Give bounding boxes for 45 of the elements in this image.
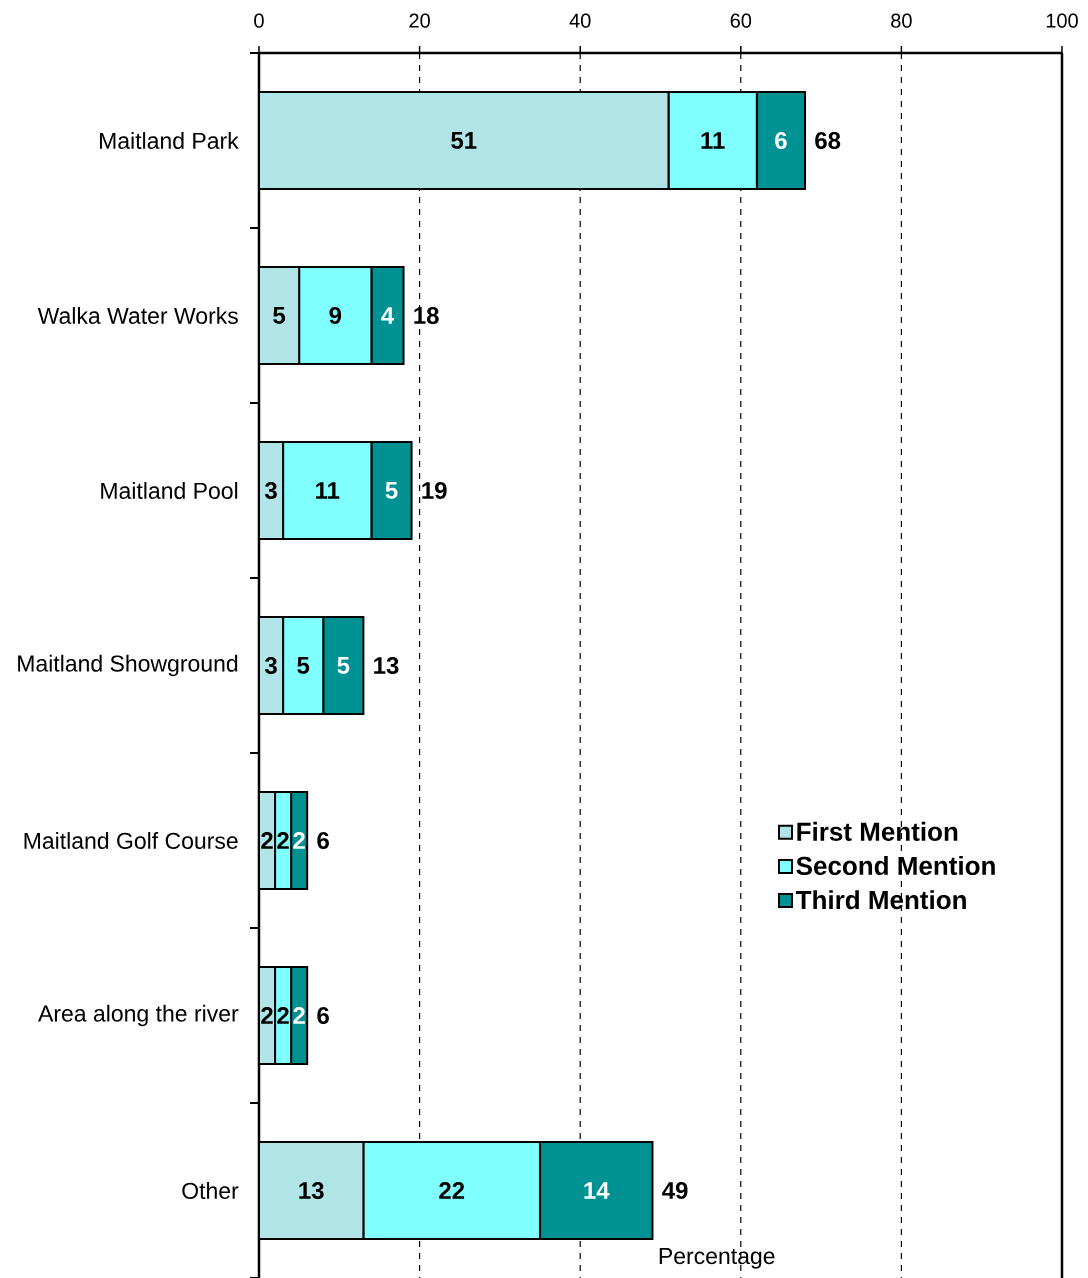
x-tick-label: 0 bbox=[254, 13, 264, 28]
y-tick-label: Maitland Golf Course bbox=[24, 832, 238, 849]
y-tick-label: Area along the river bbox=[38, 1004, 239, 1027]
data-label: 2 bbox=[261, 1007, 273, 1024]
data-label: 3 bbox=[264, 656, 277, 675]
data-label: 2 bbox=[277, 832, 289, 849]
x-tick-label: 100 bbox=[1046, 13, 1078, 28]
data-label: 4 bbox=[381, 307, 395, 324]
total-label: 68 bbox=[815, 131, 841, 149]
legend-label: Third Mention bbox=[795, 890, 966, 910]
x-tick-label: 40 bbox=[569, 13, 591, 28]
x-tick-label: 80 bbox=[891, 13, 912, 28]
data-label: 2 bbox=[293, 1007, 305, 1024]
total-label: 49 bbox=[662, 1181, 688, 1199]
data-label: 5 bbox=[297, 657, 310, 674]
data-label: 11 bbox=[701, 132, 725, 149]
y-tick-label: Maitland Park bbox=[100, 132, 239, 149]
data-label: 14 bbox=[584, 1182, 610, 1199]
y-tick-label: Walka Water Works bbox=[37, 307, 238, 324]
data-label: 2 bbox=[293, 832, 305, 849]
data-label: 5 bbox=[337, 657, 350, 674]
data-label: 5 bbox=[273, 307, 286, 324]
legend-label: First Mention bbox=[797, 821, 958, 841]
data-label: 6 bbox=[775, 131, 787, 149]
data-label: 5 bbox=[385, 482, 398, 499]
data-label: 2 bbox=[277, 1007, 289, 1024]
x-axis-title: Percentage bbox=[659, 1248, 775, 1269]
y-tick-label: Maitland Pool bbox=[101, 482, 238, 499]
data-label: 3 bbox=[264, 481, 277, 500]
data-label: 9 bbox=[329, 306, 342, 324]
x-tick-label: 20 bbox=[409, 13, 430, 28]
y-tick-label: Other bbox=[182, 1182, 239, 1199]
total-label: 6 bbox=[317, 831, 329, 849]
total-label: 19 bbox=[422, 481, 447, 499]
total-label: 6 bbox=[317, 1006, 329, 1024]
data-label: 22 bbox=[439, 1182, 465, 1199]
total-label: 18 bbox=[414, 306, 439, 324]
data-label: 13 bbox=[299, 1181, 324, 1200]
total-label: 13 bbox=[374, 656, 399, 675]
data-label: 11 bbox=[316, 482, 340, 499]
data-label: 2 bbox=[261, 832, 273, 849]
x-tick-label: 60 bbox=[730, 13, 752, 28]
y-tick-label: Maitland Showground bbox=[18, 654, 238, 677]
data-label: 51 bbox=[451, 132, 477, 149]
legend-label: Second Mention bbox=[796, 855, 995, 876]
